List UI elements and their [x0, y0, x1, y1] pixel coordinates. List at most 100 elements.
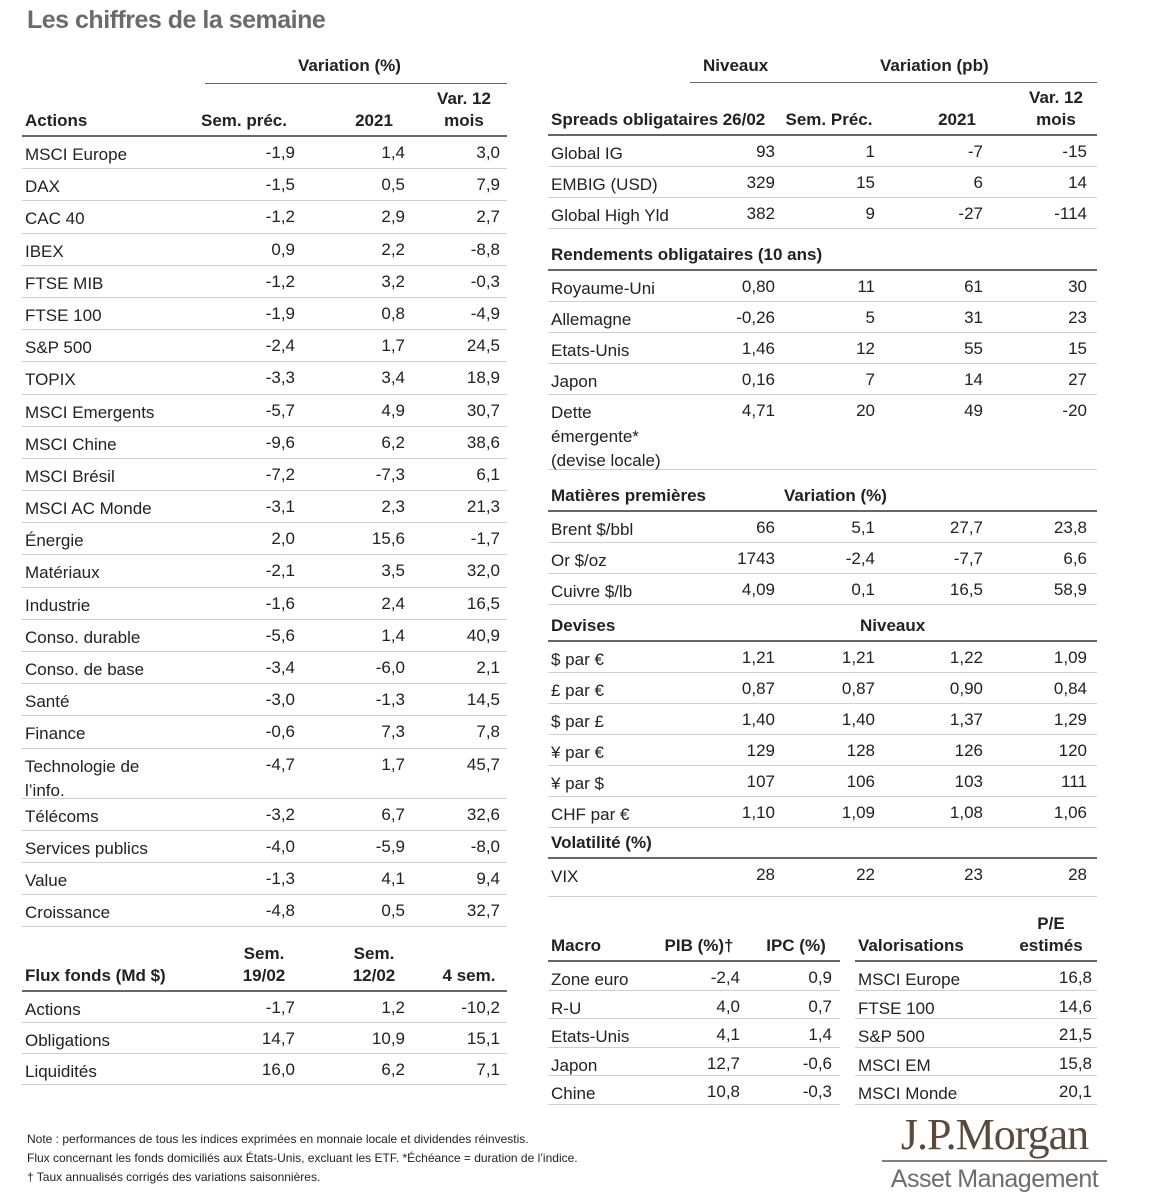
- cell-value: 4,09: [741, 580, 775, 599]
- rendements-title: Rendements obligataires (10 ans): [551, 245, 823, 264]
- cell-value: -4,8: [265, 901, 295, 921]
- cell-value: 18,9: [466, 368, 500, 388]
- cell-value: 22: [856, 865, 875, 884]
- table-row: Etats-Unis 4,1 1,4: [548, 1019, 840, 1048]
- row-label: Japon: [551, 1055, 598, 1075]
- cell-value: 16,8: [1058, 968, 1092, 987]
- cell-value: 27,7: [949, 518, 983, 537]
- row-label: Conso. durable: [25, 627, 141, 647]
- table-row: £ par € 0,87 0,87 0,90 0,84: [548, 673, 1097, 704]
- table-row: Technologie de l’info. -4,7 1,7 45,7: [22, 749, 507, 800]
- cell-value: -7,7: [953, 549, 983, 568]
- row-label: Or $/oz: [551, 551, 607, 570]
- cell-value: 2,0: [271, 529, 295, 549]
- row-label: Liquidités: [25, 1062, 97, 1081]
- cell-value: -2,4: [845, 549, 875, 568]
- logo-line1: J.P.Morgan: [900, 1110, 1089, 1159]
- actions-group-header: Variation (%): [298, 56, 401, 75]
- cell-value: 2,2: [381, 239, 405, 259]
- page-title: Les chiffres de la semaine: [27, 6, 326, 34]
- cell-value: 32,6: [466, 804, 500, 824]
- devises-header: Devises Niveaux: [548, 612, 1097, 642]
- cell-value: -9,6: [265, 432, 295, 452]
- footnote: † Taux annualisés corrigés des variation…: [27, 1170, 321, 1184]
- cell-value: 9,4: [476, 868, 500, 888]
- table-row: Or $/oz 1743 -2,4 -7,7 6,6: [548, 543, 1097, 574]
- valorisations-title: Valorisations: [858, 936, 964, 955]
- cell-value: 1,4: [808, 1025, 832, 1044]
- cell-value: 4,1: [716, 1025, 740, 1044]
- table-row: CAC 40 -1,2 2,9 2,7: [22, 201, 507, 234]
- cell-value: 2,4: [381, 593, 405, 613]
- row-label: Cuivre $/lb: [551, 582, 633, 601]
- cell-value: -3,4: [265, 658, 295, 677]
- cell-value: 1,09: [1053, 648, 1087, 667]
- table-row: ¥ par € 129 128 126 120: [548, 735, 1097, 766]
- table-row: DAX -1,5 0,5 7,9: [22, 169, 507, 202]
- flux-title: Flux fonds (Md $): [25, 966, 166, 985]
- table-row: Industrie -1,6 2,4 16,5: [22, 588, 507, 620]
- valorisations-table: Valorisations P/E estimés MSCI Europe 16,8 F…: [855, 905, 1097, 1105]
- table-row: MSCI Europe 16,8: [855, 962, 1097, 991]
- row-label: Chine: [551, 1084, 596, 1103]
- row-label: Value: [25, 870, 68, 890]
- cell-value: -4,7: [265, 754, 295, 774]
- cell-value: 0,8: [381, 303, 405, 323]
- cell-value: 10,9: [371, 1029, 405, 1048]
- row-label: S&P 500: [858, 1027, 925, 1046]
- cell-value: 28: [1068, 865, 1087, 884]
- row-label: MSCI Emergents: [25, 402, 155, 422]
- table-row: Actions -1,7 1,2 -10,2: [22, 992, 507, 1023]
- column-header: 2021: [938, 110, 976, 129]
- cell-value: 15: [856, 173, 875, 192]
- cell-value: 0,84: [1053, 679, 1087, 698]
- cell-value: -5,7: [265, 400, 295, 420]
- macro-title: Macro: [551, 936, 602, 955]
- table-row: FTSE 100 14,6: [855, 991, 1097, 1019]
- cell-value: 1,46: [741, 339, 775, 358]
- cell-value: -3,2: [265, 804, 295, 824]
- table-row: Finance -0,6 7,3 7,8: [22, 716, 507, 749]
- row-label: Etats-Unis: [551, 341, 630, 360]
- row-label: Finance: [25, 724, 86, 744]
- table-row: Japon 0,16 7 14 27: [548, 364, 1097, 395]
- cell-value: 1,40: [741, 710, 775, 729]
- cell-value: 14,7: [261, 1029, 295, 1048]
- rendements-header: Rendements obligataires (10 ans): [548, 240, 1097, 271]
- cell-value: 2,3: [381, 497, 405, 517]
- row-label: Japon: [551, 372, 598, 391]
- row-label: Croissance: [25, 903, 111, 923]
- cell-value: 7: [865, 370, 875, 389]
- cell-value: 14,6: [1058, 996, 1092, 1016]
- footnotes: Note : performances de tous les indices …: [27, 1130, 578, 1187]
- cell-value: 4,71: [741, 401, 775, 420]
- row-label: MSCI Chine: [25, 434, 117, 454]
- row-label: Brent $/bbl: [551, 520, 634, 539]
- flux-table: Flux fonds (Md $) Sem. 19/02 Sem. 12/02 4 s…: [22, 930, 507, 1085]
- table-row: Cuivre $/lb 4,09 0,1 16,5 58,9: [548, 574, 1097, 605]
- cell-value: 16,5: [949, 580, 983, 599]
- cell-value: 111: [1061, 772, 1087, 791]
- cell-value: -7: [967, 142, 983, 161]
- table-row: FTSE 100 -1,9 0,8 -4,9: [22, 298, 507, 331]
- cell-value: -20: [1062, 401, 1087, 420]
- column-header: IPC (%): [766, 936, 826, 955]
- table-row: Royaume-Uni 0,80 11 61 30: [548, 271, 1097, 302]
- logo-rule: [882, 1160, 1107, 1162]
- cell-value: -1,2: [265, 207, 295, 227]
- cell-value: 3,5: [381, 561, 405, 581]
- cell-value: 1,37: [949, 710, 983, 729]
- cell-value: -6,0: [375, 658, 405, 677]
- cell-value: 126: [954, 741, 983, 760]
- macro-table: Macro PIB (%)† IPC (%) Zone euro -2,4 0,9 R-U 4…: [548, 905, 840, 1105]
- row-label: MSCI Monde: [858, 1084, 958, 1103]
- column-header: 4 sem.: [442, 966, 496, 985]
- row-label: ¥ par €: [551, 743, 604, 762]
- table-row: Matériaux -2,1 3,5 32,0: [22, 555, 507, 588]
- spreads-group-header-variation: Variation (pb): [880, 56, 989, 75]
- column-header: Var. 12 mois: [437, 89, 491, 130]
- cell-value: 32,7: [466, 901, 500, 921]
- cell-value: 14: [1068, 173, 1087, 192]
- cell-value: -10,2: [461, 998, 500, 1017]
- cell-value: -5,6: [265, 625, 295, 645]
